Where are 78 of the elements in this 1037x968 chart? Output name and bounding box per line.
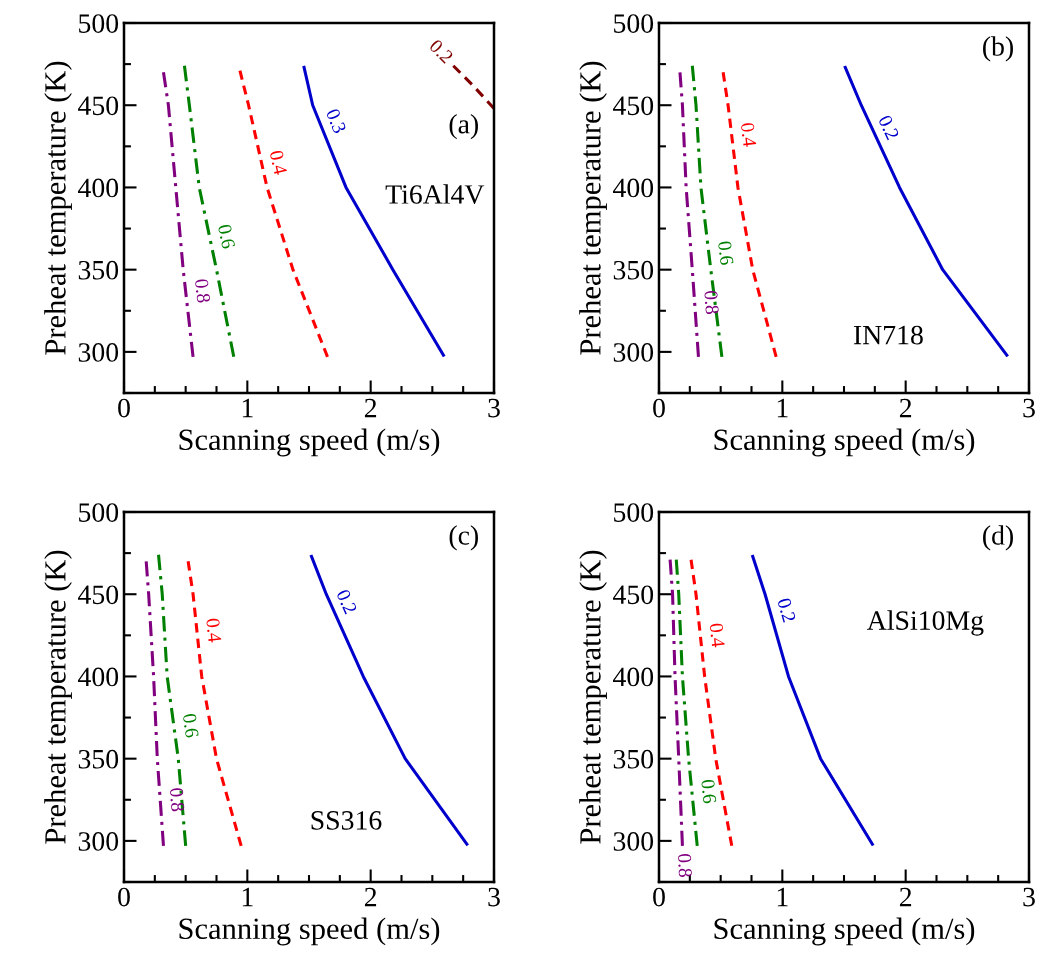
- y-tick-label: 400: [613, 178, 654, 198]
- x-tick-label: 0: [118, 398, 130, 418]
- annotation: (b): [983, 36, 1013, 62]
- text: 0.3: [325, 107, 347, 135]
- line-series: [668, 558, 684, 848]
- y-axis-title: Preheat temperature (K): [44, 61, 72, 355]
- y-axis-title: Preheat temperature (K): [579, 61, 607, 355]
- x-tick-label: 0: [118, 887, 130, 907]
- line-series: [182, 64, 236, 359]
- annotation: SS316: [311, 811, 382, 830]
- text: 0.2: [428, 38, 454, 64]
- y-axis-title: Preheat temperature (K): [44, 550, 72, 844]
- y-tick-label: 400: [613, 667, 654, 687]
- y-tick-label: 450: [78, 96, 119, 116]
- text: 0.6: [701, 779, 717, 804]
- y-tick-label: 400: [78, 178, 119, 198]
- x-axis-title: Scanning speed (m/s): [714, 917, 975, 946]
- text: 0.6: [217, 223, 236, 250]
- x-axis-title: Scanning speed (m/s): [714, 428, 975, 457]
- text: 0.8: [194, 278, 211, 303]
- y-tick-label: 500: [614, 503, 654, 522]
- y-tick-label: 500: [79, 503, 119, 522]
- y-tick-label: 500: [79, 14, 119, 33]
- text: 0.2: [336, 588, 358, 615]
- y-tick-label: 300: [613, 832, 654, 851]
- x-tick-label: 1: [777, 398, 788, 418]
- line-series: [678, 70, 700, 359]
- x-tick-label: 3: [1023, 398, 1035, 418]
- text: 0.6: [182, 713, 199, 738]
- annotation: (c): [449, 525, 478, 551]
- x-axis-title: Scanning speed (m/s): [179, 917, 440, 946]
- x-tick-label: 0: [653, 398, 665, 418]
- y-tick-label: 400: [78, 667, 119, 687]
- x-tick-label: 2: [899, 398, 912, 418]
- y-axis-title: Preheat temperature (K): [579, 550, 607, 844]
- annotation: IN718: [853, 325, 923, 345]
- line-series: [144, 559, 165, 848]
- x-tick-label: 1: [242, 398, 253, 418]
- x-tick-label: 2: [364, 887, 377, 907]
- y-tick-label: 350: [613, 749, 654, 769]
- line-series: [843, 65, 1009, 357]
- line-series: [161, 70, 195, 359]
- annotation: (d): [983, 525, 1013, 551]
- y-tick-label: 300: [613, 343, 654, 362]
- x-axis-title: Scanning speed (m/s): [179, 428, 440, 457]
- y-tick-label: 300: [78, 343, 119, 362]
- annotation: AlSi10Mg: [867, 610, 984, 636]
- y-tick-label: 350: [78, 749, 119, 769]
- text: 0.4: [709, 623, 726, 648]
- x-tick-label: 1: [242, 887, 253, 907]
- text: 0.8: [169, 787, 185, 812]
- text: 0.6: [717, 240, 734, 266]
- x-tick-label: 0: [653, 887, 665, 907]
- text: 0.8: [704, 290, 719, 315]
- line-series: [689, 558, 734, 848]
- x-tick-label: 3: [488, 887, 500, 907]
- annotation: (a): [449, 114, 478, 140]
- text: 0.4: [269, 149, 288, 176]
- text: 0.4: [206, 618, 222, 643]
- text: 0.8: [677, 853, 692, 878]
- text: 0.2: [777, 597, 797, 623]
- x-tick-label: 3: [1023, 887, 1035, 907]
- line-series: [309, 554, 469, 846]
- y-tick-label: 450: [78, 585, 119, 605]
- x-tick-label: 2: [364, 398, 377, 418]
- x-tick-label: 3: [488, 398, 500, 418]
- y-tick-label: 500: [614, 14, 654, 33]
- text: 0.4: [740, 122, 757, 148]
- y-tick-label: 300: [78, 832, 119, 851]
- y-tick-label: 350: [613, 260, 654, 280]
- text: 0.2: [877, 114, 900, 141]
- x-tick-label: 1: [777, 887, 788, 907]
- y-tick-label: 450: [613, 96, 654, 116]
- y-tick-label: 450: [613, 585, 654, 605]
- annotation: Ti6Al4V: [385, 184, 485, 204]
- x-tick-label: 2: [899, 887, 912, 907]
- line-series: [674, 558, 699, 848]
- y-tick-label: 350: [78, 260, 119, 280]
